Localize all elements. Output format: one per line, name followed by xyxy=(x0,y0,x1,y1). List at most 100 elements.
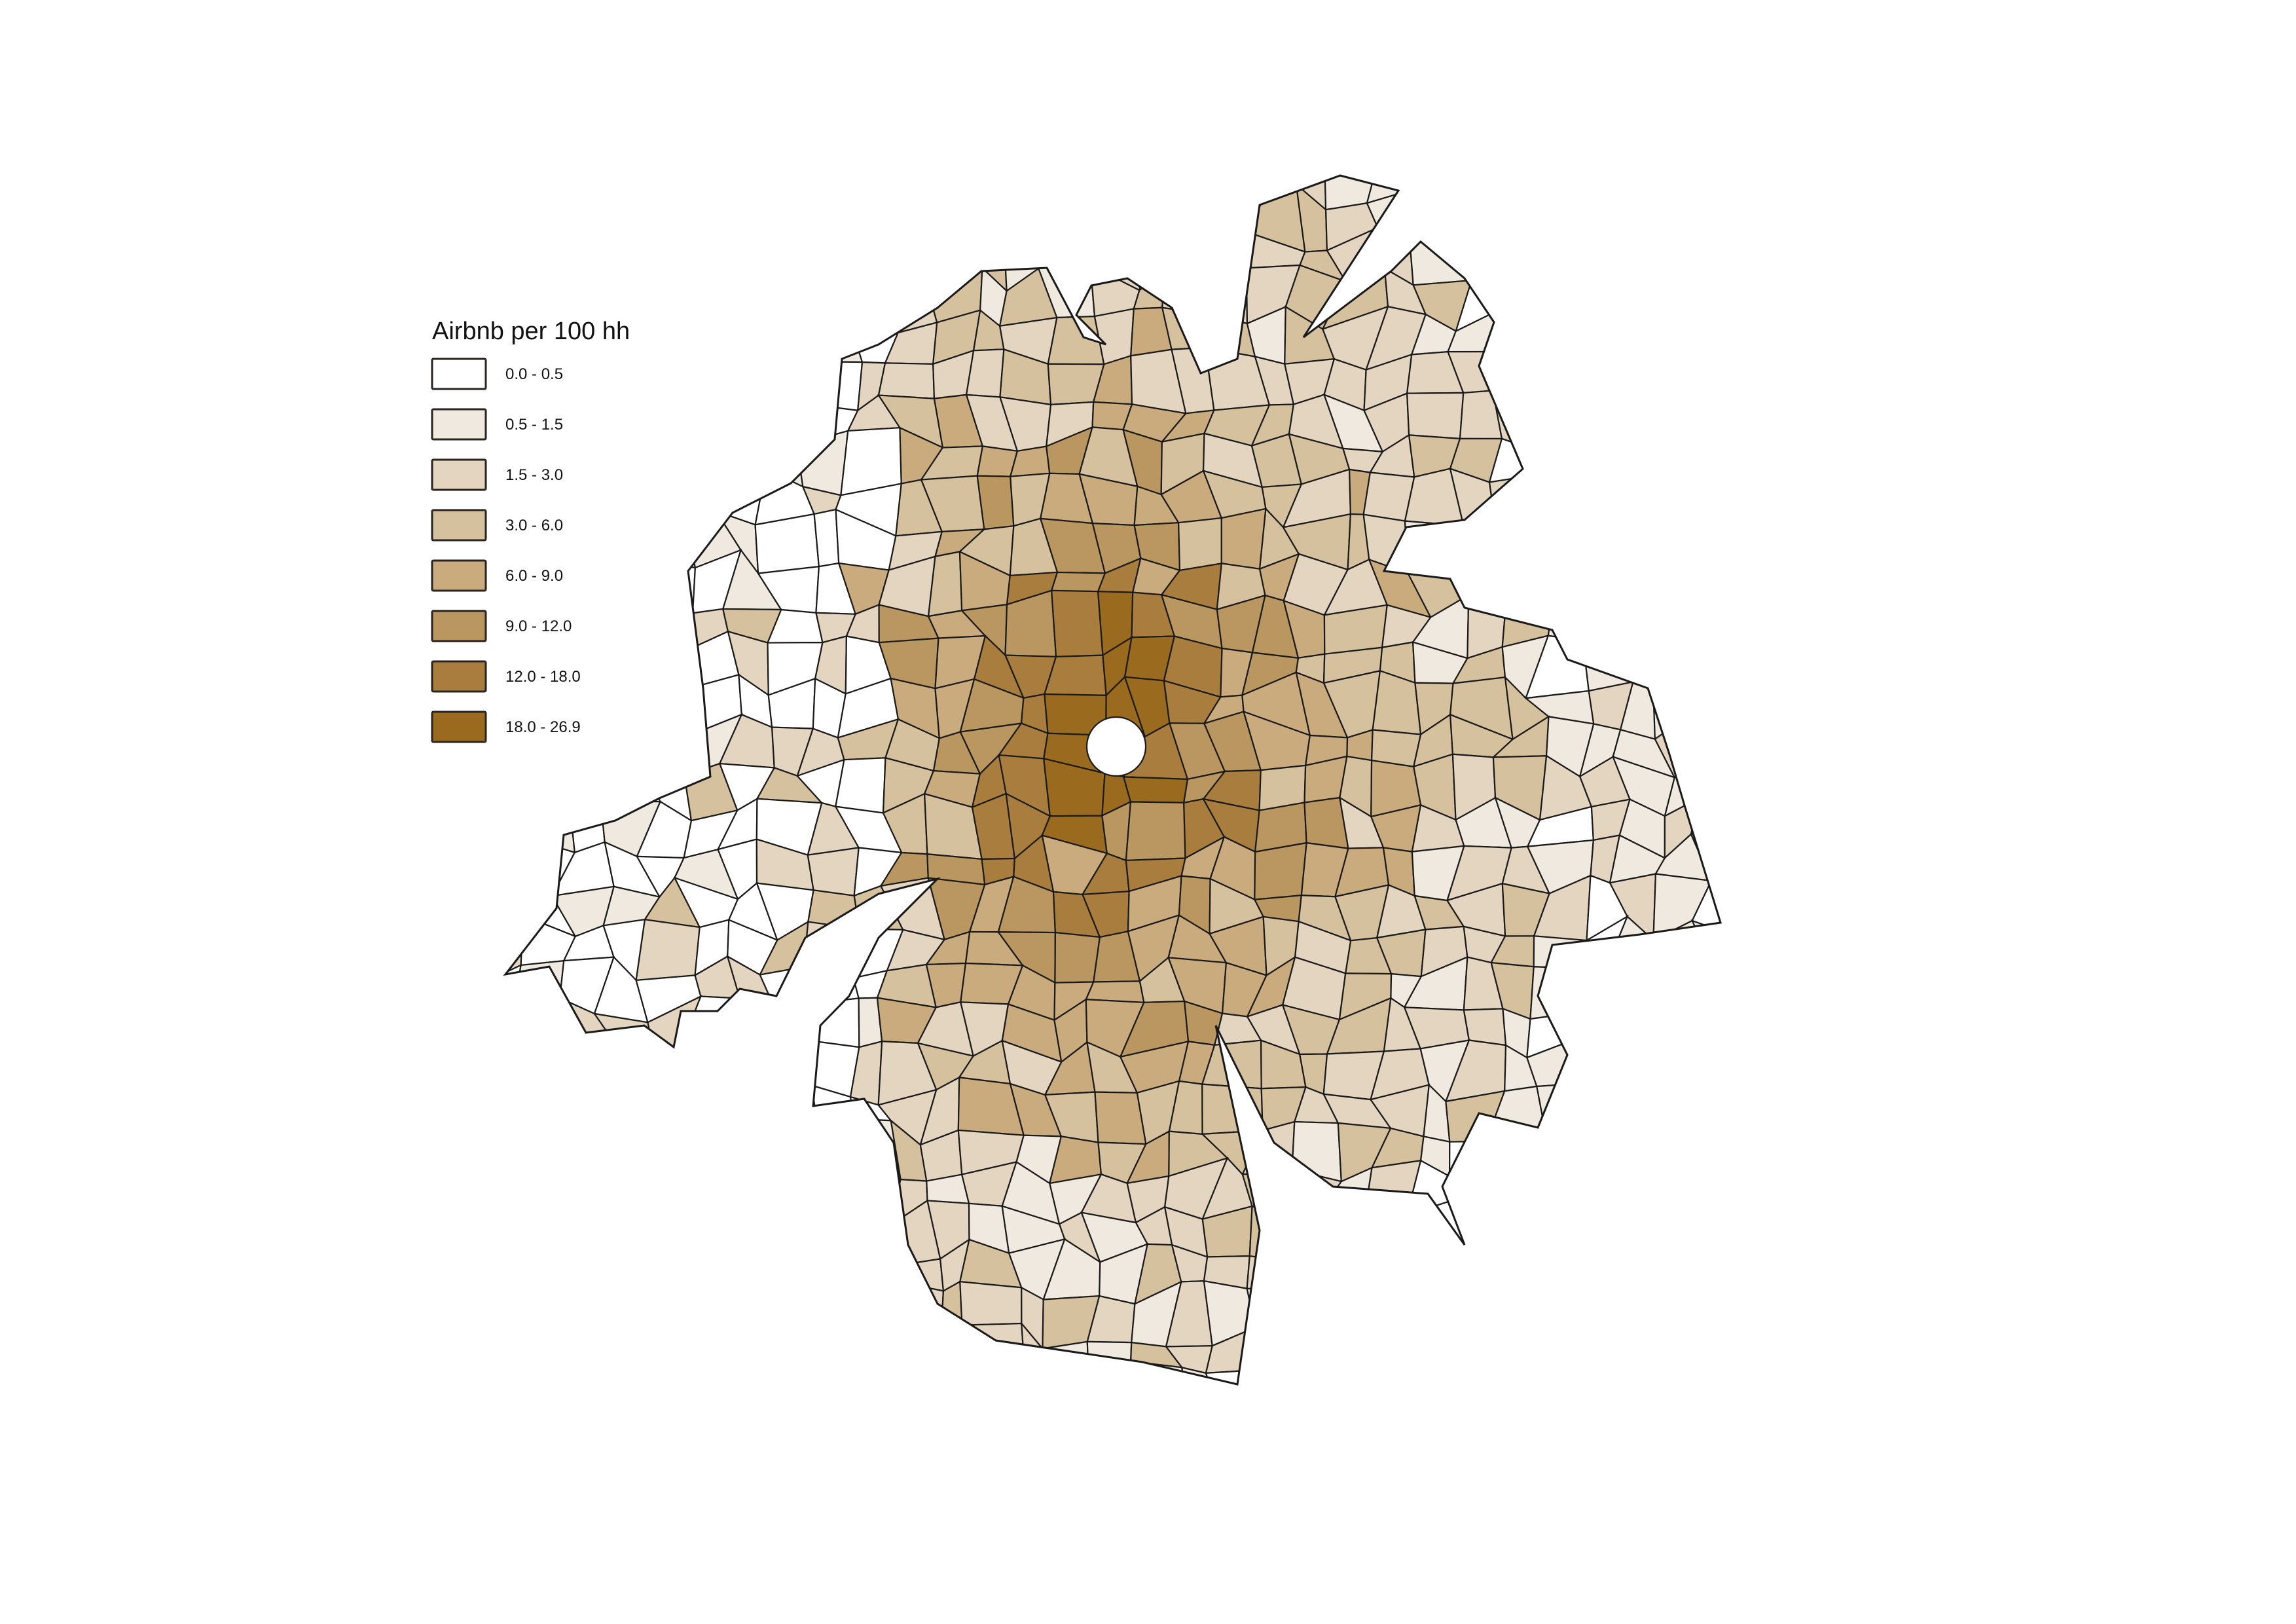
neighbourhood-polygon xyxy=(1852,1406,1912,1459)
neighbourhood-polygon xyxy=(1870,240,1913,284)
neighbourhood-polygon xyxy=(2217,1240,2278,1295)
neighbourhood-polygon xyxy=(2179,1014,2244,1047)
neighbourhood-polygon xyxy=(505,1136,535,1183)
neighbourhood-polygon xyxy=(1910,208,1950,240)
neighbourhood-polygon xyxy=(2115,1331,2162,1373)
neighbourhood-polygon xyxy=(606,356,655,415)
neighbourhood-polygon xyxy=(1607,223,1655,284)
neighbourhood-polygon xyxy=(1647,223,1701,282)
neighbourhood-polygon xyxy=(575,1132,608,1175)
neighbourhood-polygon xyxy=(1853,1364,1912,1423)
neighbourhood-polygon xyxy=(814,175,856,211)
neighbourhood-polygon xyxy=(888,1258,945,1292)
neighbourhood-polygon xyxy=(1496,304,1555,363)
neighbourhood-polygon xyxy=(2257,716,2296,773)
neighbourhood-polygon xyxy=(1901,1575,1942,1620)
neighbourhood-polygon xyxy=(1608,1014,1675,1052)
neighbourhood-polygon xyxy=(803,1248,864,1309)
neighbourhood-polygon xyxy=(1540,394,1592,453)
neighbourhood-polygon xyxy=(1574,1168,1637,1227)
neighbourhood-polygon xyxy=(1977,678,2039,718)
neighbourhood-polygon xyxy=(1829,760,1857,815)
neighbourhood-polygon xyxy=(1729,959,1781,1020)
neighbourhood-polygon xyxy=(1652,635,1711,693)
neighbourhood-polygon xyxy=(1609,1090,1658,1147)
neighbourhood-polygon xyxy=(1734,1449,1793,1494)
neighbourhood-polygon xyxy=(1904,817,1956,851)
neighbourhood-polygon xyxy=(877,223,928,289)
neighbourhood-polygon xyxy=(939,1280,963,1341)
neighbourhood-polygon xyxy=(1087,1360,1132,1384)
neighbourhood-polygon xyxy=(2256,1367,2296,1407)
neighbourhood-polygon xyxy=(634,1541,701,1584)
neighbourhood-polygon xyxy=(843,1157,902,1227)
neighbourhood-polygon xyxy=(733,1088,763,1143)
neighbourhood-polygon xyxy=(2257,676,2296,727)
neighbourhood-polygon xyxy=(568,1282,619,1329)
neighbourhood-polygon xyxy=(2183,1458,2238,1502)
neighbourhood-polygon xyxy=(2194,1533,2236,1589)
neighbourhood-polygon xyxy=(1820,1290,1869,1338)
neighbourhood-polygon xyxy=(1773,720,1829,766)
neighbourhood-polygon xyxy=(2139,756,2193,815)
neighbourhood-polygon xyxy=(633,175,694,191)
neighbourhood-polygon xyxy=(2159,238,2196,270)
neighbourhood-polygon xyxy=(1162,1569,1218,1624)
neighbourhood-polygon xyxy=(2103,640,2155,690)
neighbourhood-polygon xyxy=(735,1048,764,1103)
neighbourhood-polygon xyxy=(1446,1290,1510,1335)
neighbourhood-polygon xyxy=(563,356,621,406)
neighbourhood-polygon xyxy=(2275,1403,2296,1458)
neighbourhood-polygon xyxy=(809,1405,847,1445)
neighbourhood-polygon xyxy=(2068,199,2116,249)
neighbourhood-polygon xyxy=(1626,1139,1664,1175)
neighbourhood-polygon xyxy=(1290,1388,1343,1418)
neighbourhood-polygon xyxy=(1729,915,1774,965)
neighbourhood-polygon xyxy=(2187,189,2243,252)
neighbourhood-polygon xyxy=(1104,1571,1139,1624)
neighbourhood-polygon xyxy=(1785,1361,1820,1411)
neighbourhood-polygon xyxy=(1736,1405,1793,1457)
neighbourhood-polygon xyxy=(1205,1369,1266,1384)
neighbourhood-polygon xyxy=(613,479,660,521)
neighbourhood-polygon xyxy=(2176,452,2242,484)
neighbourhood-polygon xyxy=(1945,838,2000,885)
neighbourhood-polygon xyxy=(1695,477,1721,528)
neighbourhood-polygon xyxy=(1770,1203,1826,1263)
neighbourhood-polygon xyxy=(1701,1528,1744,1592)
neighbourhood-polygon xyxy=(1040,1507,1101,1551)
neighbourhood-polygon xyxy=(1770,1290,1823,1337)
neighbourhood-polygon xyxy=(2191,1160,2236,1219)
neighbourhood-polygon xyxy=(765,432,804,489)
neighbourhood-polygon xyxy=(2024,487,2077,536)
neighbourhood-polygon xyxy=(1647,1086,1702,1147)
neighbourhood-polygon xyxy=(2021,398,2075,443)
neighbourhood-polygon xyxy=(1246,1287,1289,1329)
neighbourhood-polygon xyxy=(1790,193,1831,249)
neighbourhood-polygon xyxy=(1505,1212,1552,1259)
neighbourhood-polygon xyxy=(2220,396,2261,453)
neighbourhood-polygon xyxy=(2142,671,2185,729)
neighbourhood-polygon xyxy=(756,1325,818,1384)
neighbourhood-polygon xyxy=(1935,1161,1982,1216)
neighbourhood-polygon xyxy=(1988,1484,2027,1549)
neighbourhood-polygon xyxy=(2025,1050,2062,1092)
neighbourhood-polygon xyxy=(1343,1403,1383,1457)
neighbourhood-polygon xyxy=(574,394,621,444)
neighbourhood-polygon xyxy=(1286,1290,1349,1329)
neighbourhood-polygon xyxy=(2151,959,2193,1014)
neighbourhood-polygon xyxy=(2026,888,2077,929)
neighbourhood-polygon xyxy=(2189,919,2229,976)
neighbourhood-polygon xyxy=(1973,712,2020,773)
neighbourhood-polygon xyxy=(2260,1213,2296,1259)
neighbourhood-polygon xyxy=(1660,589,1711,655)
neighbourhood-polygon xyxy=(1618,1379,1669,1384)
neighbourhood-polygon xyxy=(2054,1455,2121,1507)
neighbourhood-polygon xyxy=(1732,1371,1791,1416)
neighbourhood-polygon xyxy=(2094,879,2149,927)
neighbourhood-polygon xyxy=(730,1320,784,1384)
neighbourhood-polygon xyxy=(2140,1041,2196,1098)
neighbourhood-polygon xyxy=(1322,1206,1383,1255)
neighbourhood-polygon xyxy=(1785,847,1831,900)
neighbourhood-polygon xyxy=(484,1576,527,1623)
